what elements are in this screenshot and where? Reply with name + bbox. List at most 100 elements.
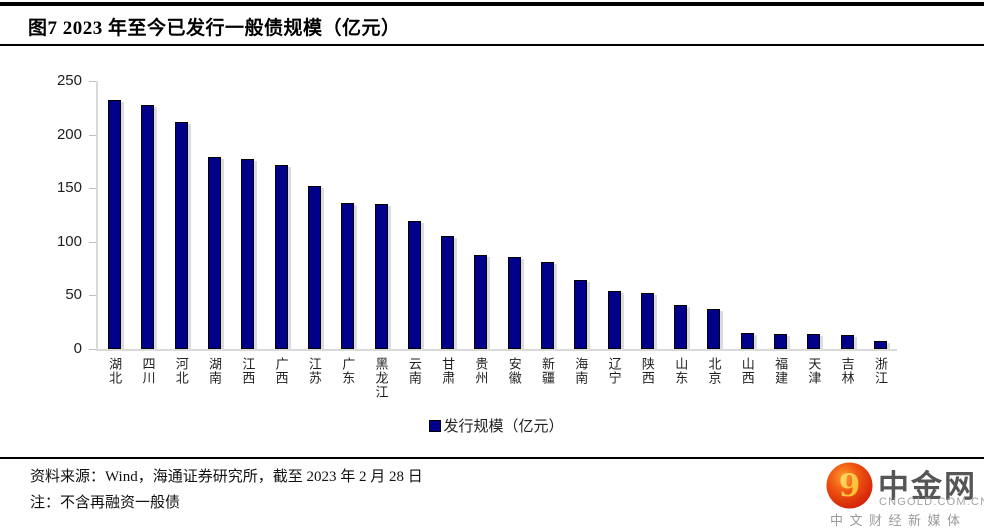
bar-slot — [231, 81, 264, 349]
footer-divider — [0, 457, 984, 459]
x-category-label: 四川 — [140, 357, 156, 385]
bar-slot — [697, 81, 730, 349]
x-category-label: 山西 — [739, 357, 755, 385]
y-tick-label: 250 — [56, 72, 82, 89]
x-category-label: 福建 — [773, 357, 789, 385]
x-label-slot: 新疆 — [531, 357, 564, 399]
x-label-slot: 辽宁 — [597, 357, 630, 399]
bar-辽宁 — [607, 291, 621, 349]
logo-nine-swirl-icon: 9 — [826, 462, 873, 509]
logo-tagline: 中文财经新媒体 — [830, 513, 967, 528]
x-category-label: 湖北 — [107, 357, 123, 385]
x-label-slot: 湖北 — [98, 357, 131, 399]
bar-slot — [364, 81, 397, 349]
bar-广东 — [341, 203, 355, 349]
x-category-label: 新疆 — [540, 357, 555, 385]
bar-slot — [597, 81, 630, 349]
bars-area — [98, 81, 897, 349]
bar-黑龙江 — [374, 204, 388, 349]
x-label-slot: 江西 — [231, 357, 264, 399]
bar-天津 — [807, 334, 821, 349]
bar-江苏 — [307, 186, 321, 349]
bar-slot — [864, 81, 897, 349]
bar-slot — [198, 81, 231, 349]
cngold-logo: 9 中金网 CNGOLD.COM.CN 中文财经新媒体 — [826, 460, 984, 528]
bar-slot — [464, 81, 497, 349]
bar-河北 — [174, 122, 188, 349]
y-tick-label: 50 — [65, 286, 82, 303]
y-axis-tick — [89, 135, 96, 136]
y-axis-tick — [89, 81, 96, 82]
bar-湖南 — [208, 157, 222, 349]
bar-山西 — [740, 333, 754, 349]
bar-slot — [498, 81, 531, 349]
bar-slot — [165, 81, 198, 349]
x-category-label: 江苏 — [306, 357, 322, 385]
bar-slot — [398, 81, 431, 349]
bar-chart: 0 50 100 150 200 250 湖北 四川 河北 湖南 江西 广西 江苏 广东 黑龙江 云南 甘肃 贵州… — [0, 60, 984, 456]
bar-slot — [831, 81, 864, 349]
y-tick-label: 200 — [56, 126, 82, 143]
bar-slot — [797, 81, 830, 349]
y-axis-tick — [89, 349, 96, 350]
y-axis-tick — [89, 188, 96, 189]
x-category-label: 陕西 — [639, 357, 655, 385]
bar-四川 — [141, 105, 155, 349]
bar-山东 — [674, 305, 688, 349]
y-axis-tick — [89, 295, 96, 296]
x-category-label: 浙江 — [872, 357, 888, 385]
logo-name: 中金网 — [878, 469, 977, 504]
x-label-slot: 天津 — [797, 357, 830, 399]
bar-slot — [331, 81, 364, 349]
bar-slot — [731, 81, 764, 349]
x-category-label: 海南 — [573, 357, 589, 385]
y-tick-label: 150 — [56, 179, 82, 196]
x-label-slot: 山西 — [731, 357, 764, 399]
x-category-label: 吉林 — [839, 357, 855, 385]
bar-福建 — [774, 334, 788, 349]
x-category-label: 甘肃 — [440, 357, 456, 385]
bar-slot — [631, 81, 664, 349]
source-text: 资料来源：Wind，海通证券研究所，截至 2023 年 2 月 28 日 — [30, 469, 423, 485]
bar-云南 — [407, 221, 421, 349]
x-label-slot: 江苏 — [298, 357, 331, 399]
x-category-label: 山东 — [673, 357, 689, 385]
x-category-label: 安徽 — [506, 357, 522, 385]
x-label-slot: 浙江 — [864, 357, 897, 399]
bar-湖北 — [108, 100, 122, 349]
bar-甘肃 — [441, 236, 455, 349]
y-axis-line — [96, 81, 98, 351]
x-category-label: 河北 — [173, 357, 189, 385]
x-category-label: 广东 — [340, 357, 356, 385]
x-labels-row: 湖北 四川 河北 湖南 江西 广西 江苏 广东 黑龙江 云南 甘肃 贵州 安徽 新疆 海南 辽宁 陕西 山东 北京山… — [98, 357, 897, 399]
x-label-slot: 广西 — [264, 357, 297, 399]
note-text: 注：不含再融资一般债 — [30, 495, 181, 511]
bar-广西 — [274, 165, 288, 349]
x-label-slot: 贵州 — [464, 357, 497, 399]
x-category-label: 辽宁 — [606, 357, 622, 385]
y-tick-label: 0 — [73, 340, 82, 357]
x-label-slot: 甘肃 — [431, 357, 464, 399]
x-label-slot: 安徽 — [498, 357, 531, 399]
bar-slot — [764, 81, 797, 349]
bar-江西 — [241, 159, 255, 349]
figure-title: 图7 2023 年至今已发行一般债规模（亿元） — [28, 18, 401, 39]
bar-吉林 — [840, 335, 854, 349]
bar-slot — [664, 81, 697, 349]
chart-legend: 发行规模（亿元） — [96, 415, 897, 436]
x-label-slot: 黑龙江 — [364, 357, 397, 399]
title-divider — [0, 44, 984, 46]
x-label-slot: 吉林 — [831, 357, 864, 399]
bar-slot — [431, 81, 464, 349]
x-category-label: 贵州 — [473, 357, 489, 385]
bar-海南 — [574, 280, 588, 349]
x-label-slot: 陕西 — [631, 357, 664, 399]
bar-slot — [264, 81, 297, 349]
x-category-label: 黑龙江 — [373, 357, 389, 399]
x-label-slot: 福建 — [764, 357, 797, 399]
x-category-label: 广西 — [273, 357, 289, 385]
x-label-slot: 云南 — [398, 357, 431, 399]
top-divider — [0, 2, 984, 6]
x-label-slot: 四川 — [131, 357, 164, 399]
